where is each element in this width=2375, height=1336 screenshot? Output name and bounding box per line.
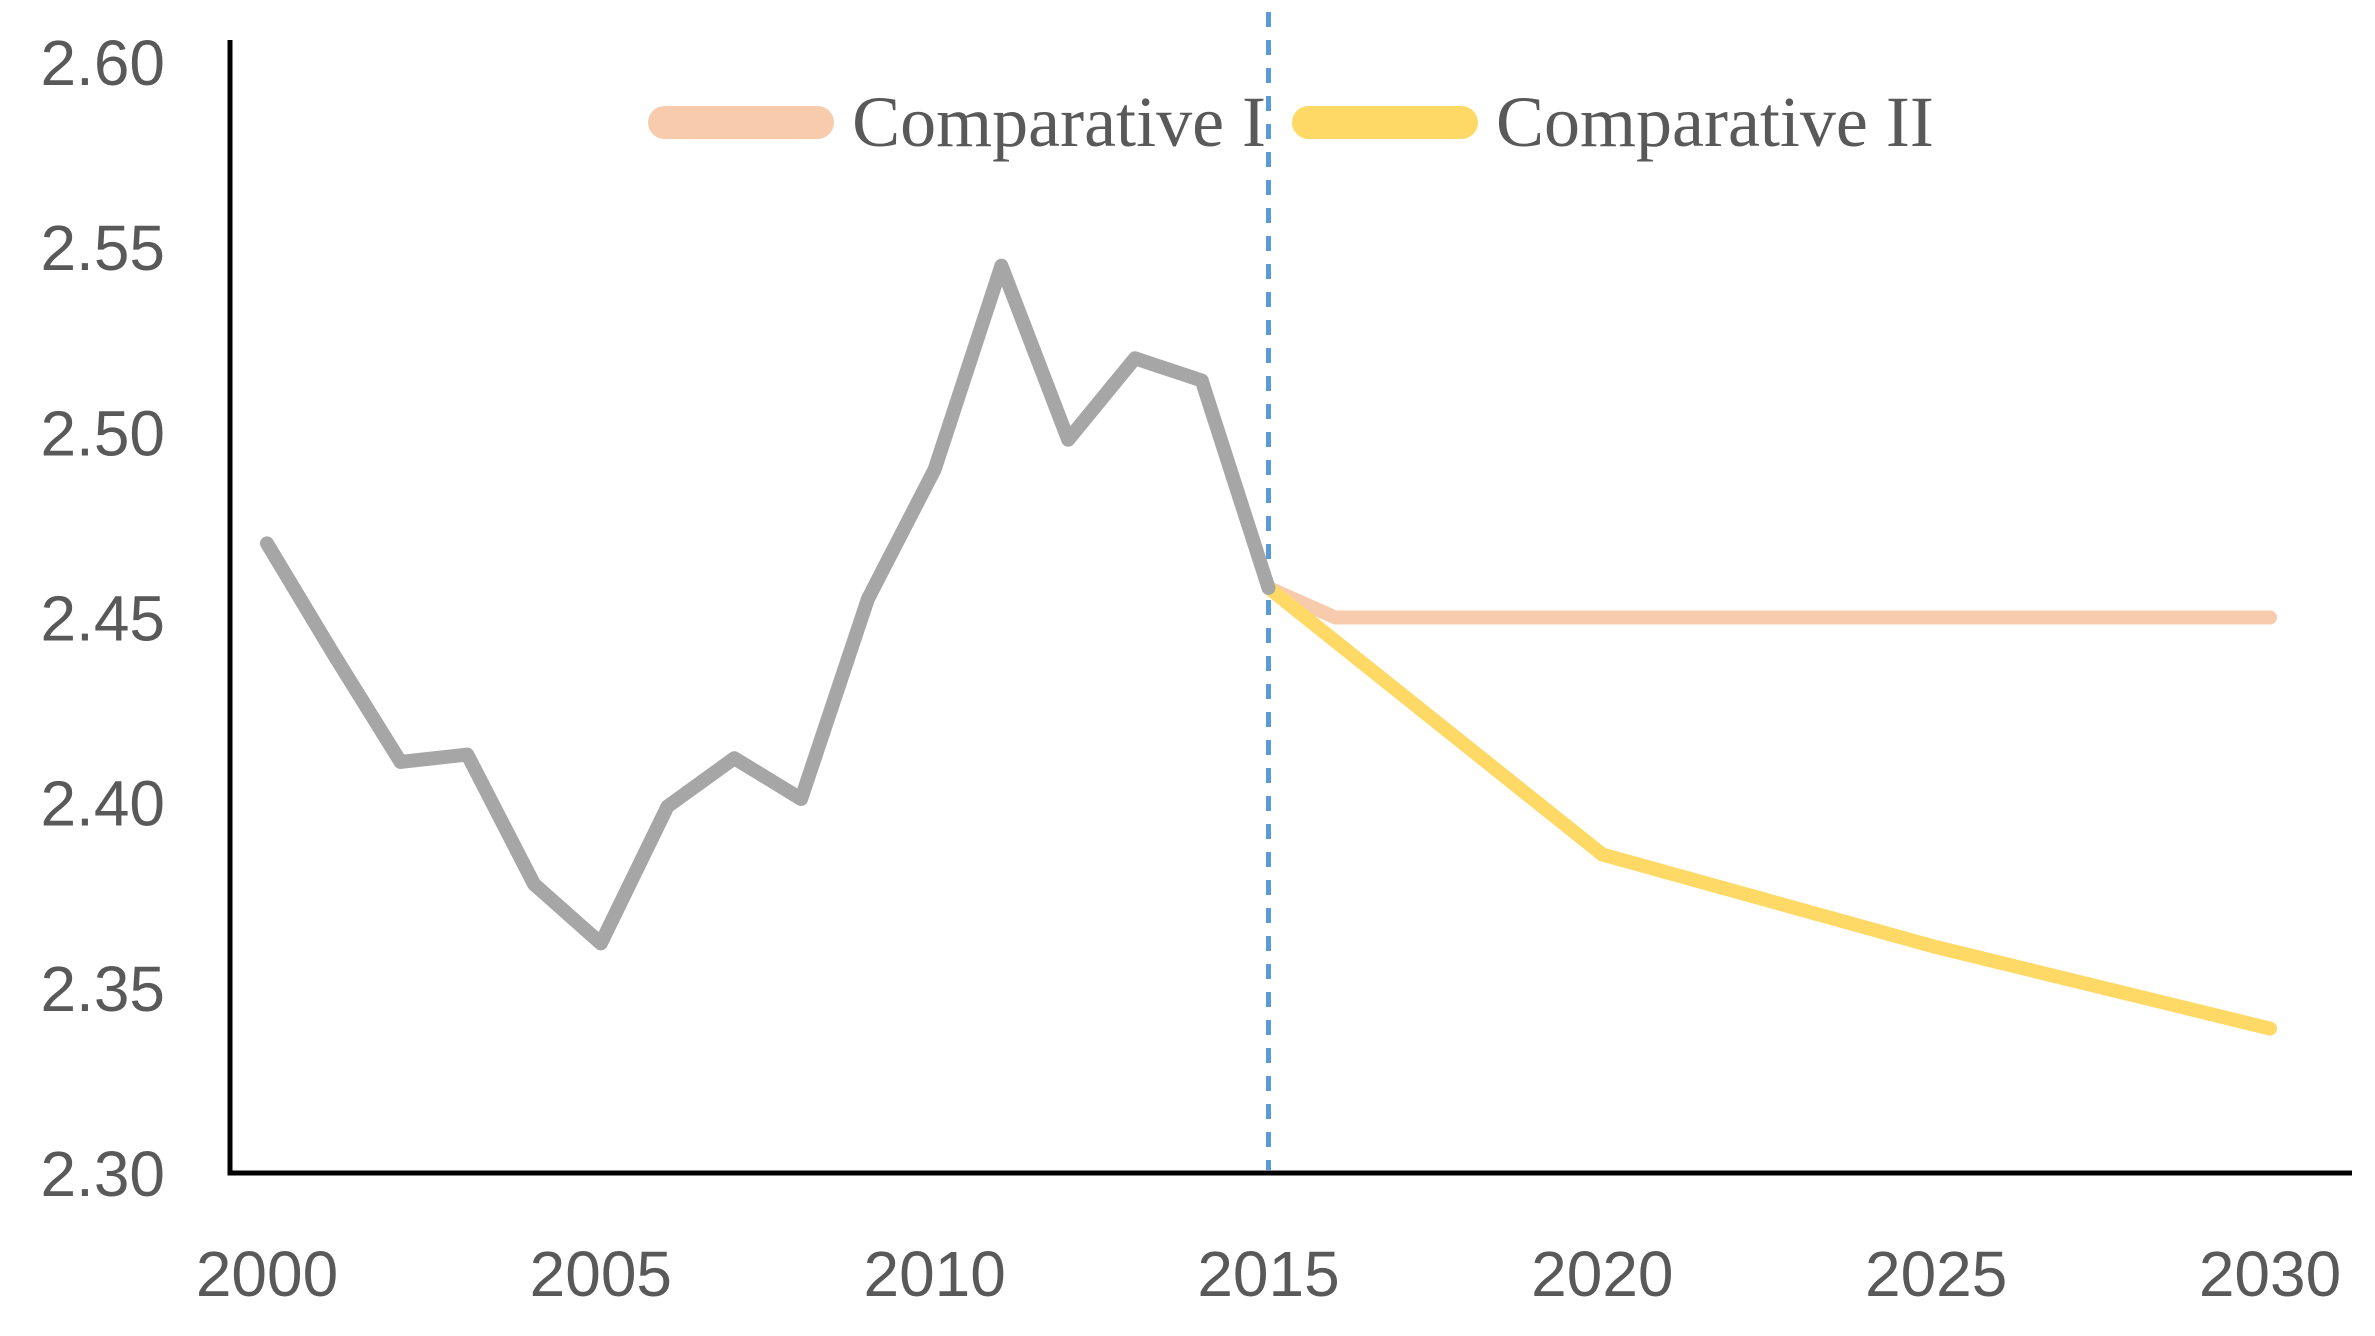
y-tick-label: 2.50 <box>40 397 165 469</box>
x-tick-label: 2030 <box>2199 1238 2341 1310</box>
series-line-comparative-i <box>1261 580 2277 625</box>
series-line-comparative-ii <box>1261 580 2277 1036</box>
y-tick-label: 2.45 <box>40 583 165 655</box>
series-line-historical <box>260 258 1276 951</box>
x-tick-label: 2015 <box>1197 1238 1339 1310</box>
y-tick-label: 2.30 <box>40 1138 165 1210</box>
x-tick-label: 2005 <box>530 1238 672 1310</box>
x-tick-label: 2025 <box>1865 1238 2007 1310</box>
y-tick-label: 2.40 <box>40 768 165 840</box>
x-tick-label: 2010 <box>863 1238 1005 1310</box>
x-tick-label: 2020 <box>1531 1238 1673 1310</box>
y-tick-label: 2.55 <box>40 212 165 284</box>
y-tick-label: 2.35 <box>40 953 165 1025</box>
x-tick-label: 2000 <box>196 1238 338 1310</box>
y-tick-label: 2.60 <box>40 27 165 99</box>
